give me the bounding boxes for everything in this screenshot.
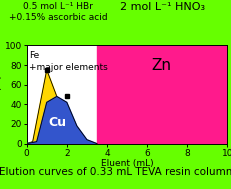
Text: 0.5 mol L⁻¹ HBr
+0.15% ascorbic acid: 0.5 mol L⁻¹ HBr +0.15% ascorbic acid [9, 2, 107, 22]
Polygon shape [27, 96, 97, 144]
Bar [97, 45, 226, 144]
Text: 2 mol L⁻¹ HNO₃: 2 mol L⁻¹ HNO₃ [119, 2, 204, 12]
Text: Zn: Zn [150, 57, 170, 73]
Text: +major elements: +major elements [29, 63, 107, 72]
Text: Fe: Fe [29, 51, 39, 60]
Y-axis label: Yield (%): Yield (%) [0, 74, 3, 115]
Text: Elution curves of 0.33 mL TEVA resin column: Elution curves of 0.33 mL TEVA resin col… [0, 167, 231, 177]
Polygon shape [27, 70, 97, 144]
Text: Cu: Cu [49, 115, 67, 129]
X-axis label: Eluent (mL): Eluent (mL) [100, 159, 153, 168]
